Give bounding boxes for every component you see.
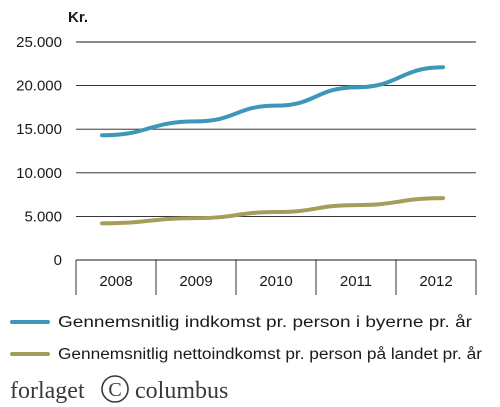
legend-label-1: Gennemsnitlig indkomst pr. person i byer… bbox=[58, 314, 472, 331]
y-tick-label: 25.000 bbox=[16, 34, 62, 51]
y-tick-label: 5.000 bbox=[24, 208, 62, 225]
copyright-c-icon bbox=[101, 375, 129, 403]
gridlines bbox=[76, 41, 476, 217]
publisher-name-right: columbus bbox=[135, 378, 228, 404]
x-tick-label: 2012 bbox=[419, 273, 452, 290]
legend: Gennemsnitlig indkomst pr. person i byer… bbox=[10, 314, 482, 363]
y-tick-label: 20.000 bbox=[16, 78, 62, 95]
y-tick-label: 0 bbox=[54, 252, 62, 269]
y-tick-label: 15.000 bbox=[16, 121, 62, 138]
x-tick-label: 2011 bbox=[340, 273, 372, 290]
series-line-1 bbox=[100, 65, 445, 138]
publisher-logo: forlaget C columbus bbox=[10, 375, 228, 404]
y-axis-unit-label: Kr. bbox=[68, 9, 88, 26]
legend-label-2: Gennemsnitlig nettoindkomst pr. person p… bbox=[58, 346, 482, 363]
publisher-name-left: forlaget bbox=[10, 378, 85, 404]
y-axis-tick-labels: 0 5.000 10.000 15.000 20.000 25.000 bbox=[16, 34, 62, 269]
x-tick-label: 2008 bbox=[99, 273, 132, 290]
x-axis: 2008 2009 2010 2011 2012 bbox=[75, 259, 477, 295]
series-lines bbox=[100, 65, 445, 226]
x-tick-label: 2010 bbox=[259, 273, 292, 290]
y-tick-label: 10.000 bbox=[16, 165, 62, 182]
x-tick-label: 2009 bbox=[179, 273, 212, 290]
copyright-c-letter: C bbox=[108, 379, 121, 401]
series-line-2 bbox=[100, 196, 445, 226]
